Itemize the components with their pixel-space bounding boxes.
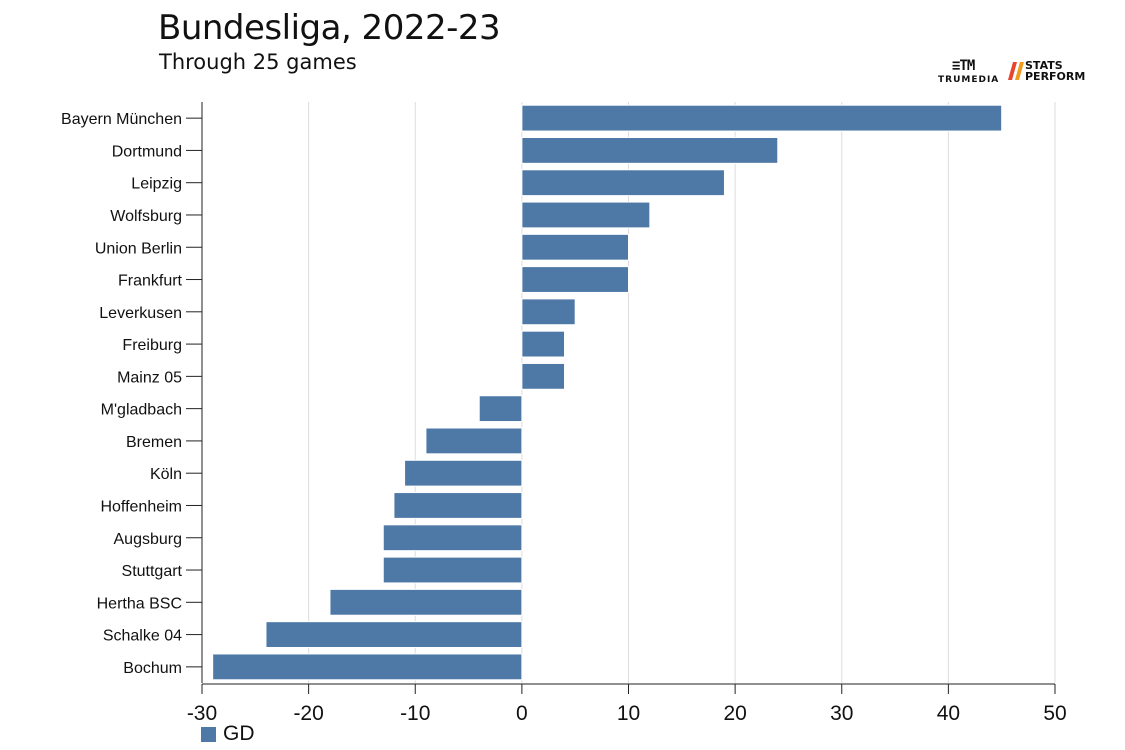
bar	[212, 653, 523, 681]
bar	[425, 427, 523, 455]
y-tick-label: Hertha BSC	[97, 595, 182, 612]
bar	[521, 169, 725, 197]
y-tick-label: Wolfsburg	[110, 208, 182, 225]
x-tick-label: -10	[400, 702, 430, 725]
bar	[521, 137, 779, 164]
x-tick-label: 20	[723, 702, 746, 725]
y-tick-label: Bremen	[126, 434, 182, 451]
trumedia-wordmark: TRUMEDIA	[938, 75, 1000, 85]
trumedia-mark-icon: ≡TM	[952, 58, 975, 74]
y-tick-label: Leverkusen	[99, 305, 182, 322]
bar	[404, 459, 523, 487]
x-tick-label: 10	[617, 702, 640, 725]
bar	[382, 556, 523, 584]
chart-title: Bundesliga, 2022-23	[158, 8, 501, 48]
chart-subtitle: Through 25 games	[159, 50, 357, 74]
bar	[478, 395, 523, 423]
y-tick-label: Union Berlin	[95, 240, 182, 257]
x-tick-label: 0	[516, 702, 528, 725]
x-tick-label: -20	[293, 702, 323, 725]
x-tick-label: 40	[937, 702, 960, 725]
y-tick-label: Dortmund	[112, 143, 182, 160]
bar	[521, 266, 629, 293]
x-tick-label: 50	[1043, 702, 1066, 725]
stats-perform-wordmark: STATS PERFORM	[1025, 59, 1086, 83]
bar	[393, 492, 523, 519]
bar	[329, 588, 523, 616]
y-tick-label: Köln	[150, 466, 182, 483]
y-tick-label: Leipzig	[131, 176, 182, 193]
y-tick-label: Freiburg	[122, 337, 182, 354]
y-tick-label: Stuttgart	[122, 563, 183, 580]
y-tick-label: Augsburg	[114, 531, 183, 548]
y-tick-label: Mainz 05	[117, 369, 182, 386]
legend-swatch	[201, 727, 216, 742]
bar	[521, 298, 576, 326]
bar	[382, 524, 523, 552]
y-tick-label: M'gladbach	[101, 402, 182, 419]
y-tick-label: Bochum	[123, 660, 182, 677]
stats-perform-logo: STATS PERFORM	[1008, 60, 1088, 84]
bar	[521, 362, 566, 390]
bar	[521, 233, 629, 261]
x-tick-label: -30	[187, 702, 217, 725]
legend-label: GD	[223, 722, 255, 745]
y-tick-label: Bayern München	[61, 111, 182, 128]
y-tick-label: Hoffenheim	[100, 498, 182, 515]
bar	[521, 330, 566, 358]
bar	[521, 104, 1003, 132]
bar	[521, 201, 651, 229]
bar	[265, 621, 523, 648]
x-tick-label: 30	[830, 702, 853, 725]
y-tick-label: Schalke 04	[103, 628, 182, 645]
y-tick-label: Frankfurt	[118, 273, 183, 290]
trumedia-logo: ≡TM TRUMEDIA	[938, 58, 1000, 88]
stats-perform-slash-icon	[1008, 62, 1024, 80]
